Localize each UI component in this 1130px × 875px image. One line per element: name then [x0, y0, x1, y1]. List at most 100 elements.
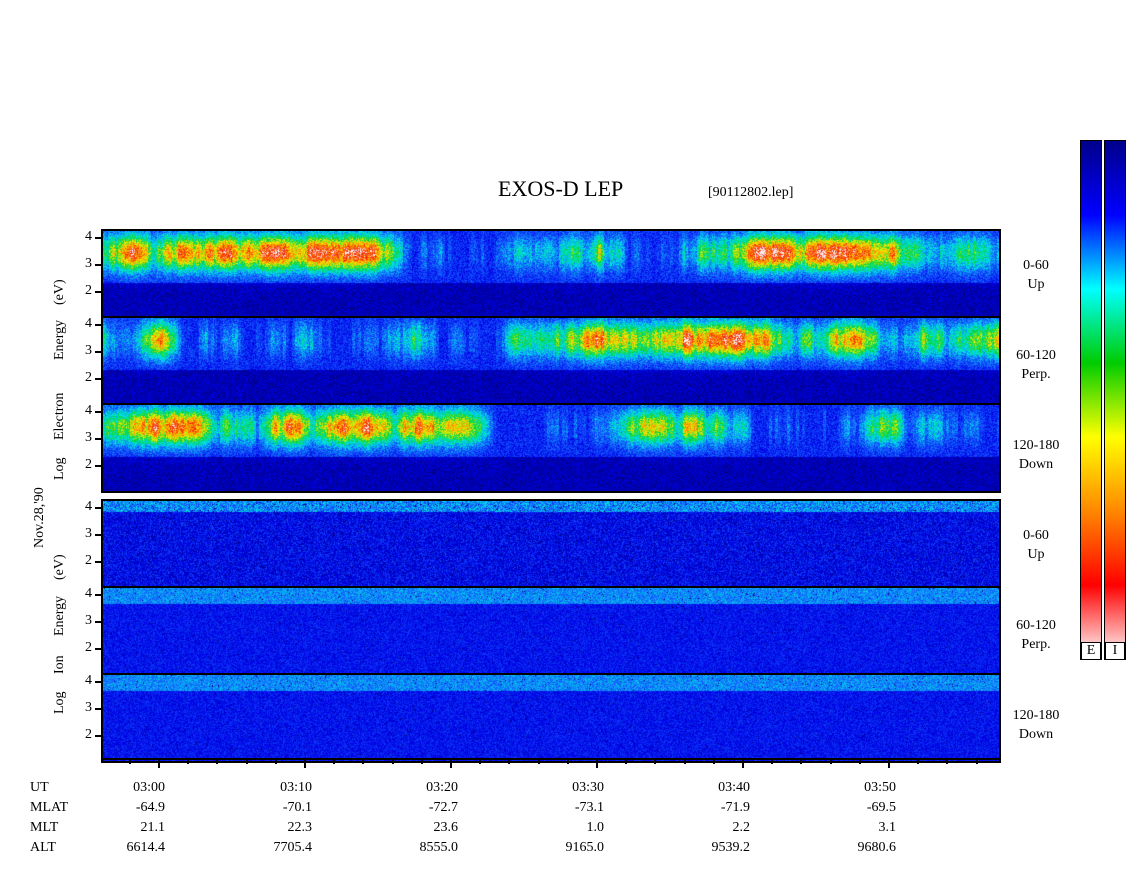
chart-title: EXOS-D LEP	[498, 176, 624, 201]
x-tick-mark	[450, 758, 452, 768]
ion-perp-panel	[101, 586, 1001, 676]
ephemeris-value: 6614.4	[126, 840, 166, 855]
ephemeris-row-label: MLAT	[30, 800, 69, 815]
y-tick-mark	[95, 264, 101, 266]
y-tick-label: 3	[85, 343, 92, 358]
ephemeris-value: 03:40	[718, 780, 750, 795]
y-tick-label: 2	[85, 727, 92, 742]
x-tick-mark	[566, 758, 569, 764]
y-tick-mark	[95, 594, 101, 596]
ephemeris-value: -64.9	[135, 800, 165, 815]
y-tick-label: 3	[85, 526, 92, 541]
ephemeris-row-label: MLT	[30, 820, 59, 835]
x-tick-mark	[362, 758, 365, 764]
x-tick-mark	[274, 758, 277, 764]
electron-perp-panel	[101, 316, 1001, 406]
ephemeris-value: 9165.0	[565, 840, 605, 855]
x-tick-mark	[216, 758, 219, 764]
y-tick-mark	[95, 291, 101, 293]
electron-down-panel	[101, 403, 1001, 493]
x-tick-mark	[479, 758, 482, 764]
y-tick-mark	[95, 378, 101, 380]
electron-up-panel	[101, 229, 1001, 319]
x-tick-mark	[128, 758, 131, 764]
y-tick-mark	[95, 681, 101, 683]
electron-axis-word-energy: Energy	[52, 319, 67, 360]
y-tick-label: 2	[85, 457, 92, 472]
ion-up-label: 0-60 Up	[1006, 526, 1066, 564]
ephemeris-value: 7705.4	[273, 840, 313, 855]
ephemeris-value: 03:10	[280, 780, 312, 795]
electron-down-spectrogram	[103, 405, 999, 491]
y-tick-mark	[95, 411, 101, 413]
y-tick-label: 3	[85, 256, 92, 271]
ion-down-label: 120-180 Down	[1006, 706, 1066, 744]
y-tick-mark	[95, 351, 101, 353]
y-tick-mark	[95, 621, 101, 623]
ephemeris-value: 3.1	[878, 820, 897, 835]
ephemeris-value: 9680.6	[857, 840, 897, 855]
ion-perp-label: 60-120 Perp.	[1006, 616, 1066, 654]
x-tick-mark	[683, 758, 686, 764]
ephemeris-value: -70.1	[282, 800, 312, 815]
direction-label: Perp.	[1021, 367, 1051, 382]
direction-label: Perp.	[1021, 637, 1051, 652]
x-tick-mark	[158, 758, 160, 768]
y-tick-mark	[95, 735, 101, 737]
y-tick-label: 4	[85, 316, 92, 331]
y-tick-label: 3	[85, 430, 92, 445]
file-name: [90112802.lep]	[708, 185, 794, 200]
direction-label: Down	[1018, 727, 1054, 742]
y-tick-label: 4	[85, 586, 92, 601]
y-tick-label: 4	[85, 403, 92, 418]
electron-axis-word-unit: (eV)	[52, 279, 67, 305]
direction-label: Up	[1027, 277, 1045, 292]
ephemeris-value: -71.9	[720, 800, 750, 815]
ephemeris-value: 8555.0	[419, 840, 459, 855]
x-tick-mark	[420, 758, 423, 764]
ephemeris-value: 22.3	[287, 820, 313, 835]
y-tick-mark	[95, 534, 101, 536]
ephemeris-value: 23.6	[433, 820, 459, 835]
electron-axis-word-log: Log	[52, 457, 67, 480]
x-tick-mark	[391, 758, 394, 764]
x-tick-mark	[537, 758, 540, 764]
x-tick-mark	[508, 758, 511, 764]
y-tick-mark	[95, 324, 101, 326]
time-axis-line	[101, 758, 1001, 760]
y-tick-mark	[95, 708, 101, 710]
ephemeris-value: 9539.2	[711, 840, 751, 855]
x-tick-mark	[742, 758, 744, 768]
ion-axis-word-energy: Energy	[52, 595, 67, 636]
x-tick-mark	[975, 758, 978, 764]
ephemeris-value: 03:50	[864, 780, 896, 795]
ion-up-panel	[101, 499, 1001, 589]
x-tick-mark	[596, 758, 598, 768]
x-tick-mark	[829, 758, 832, 764]
x-tick-mark	[625, 758, 628, 764]
x-tick-mark	[712, 758, 715, 764]
ephemeris-value: 03:30	[572, 780, 604, 795]
ephemeris-value: -73.1	[574, 800, 604, 815]
x-tick-mark	[888, 758, 890, 768]
ion-axis-word-ion: Ion	[52, 655, 67, 674]
y-tick-label: 4	[85, 499, 92, 514]
y-tick-label: 4	[85, 673, 92, 688]
ephemeris-row-label: UT	[30, 780, 49, 795]
date-label: Nov.28,'90	[32, 487, 47, 548]
ion-perp-spectrogram	[103, 588, 999, 674]
y-tick-mark	[95, 237, 101, 239]
x-tick-mark	[245, 758, 248, 764]
x-tick-mark	[946, 758, 949, 764]
ion-down-panel	[101, 673, 1001, 763]
ephemeris-value: 03:00	[133, 780, 165, 795]
electron-perp-spectrogram	[103, 318, 999, 404]
ephemeris-value: 2.2	[732, 820, 751, 835]
ephemeris-value: 03:20	[426, 780, 458, 795]
x-tick-mark	[771, 758, 774, 764]
angle-label: 120-180	[1012, 438, 1060, 453]
y-tick-mark	[95, 561, 101, 563]
angle-label: 0-60	[1023, 528, 1049, 543]
x-tick-mark	[654, 758, 657, 764]
direction-label: Down	[1018, 457, 1054, 472]
